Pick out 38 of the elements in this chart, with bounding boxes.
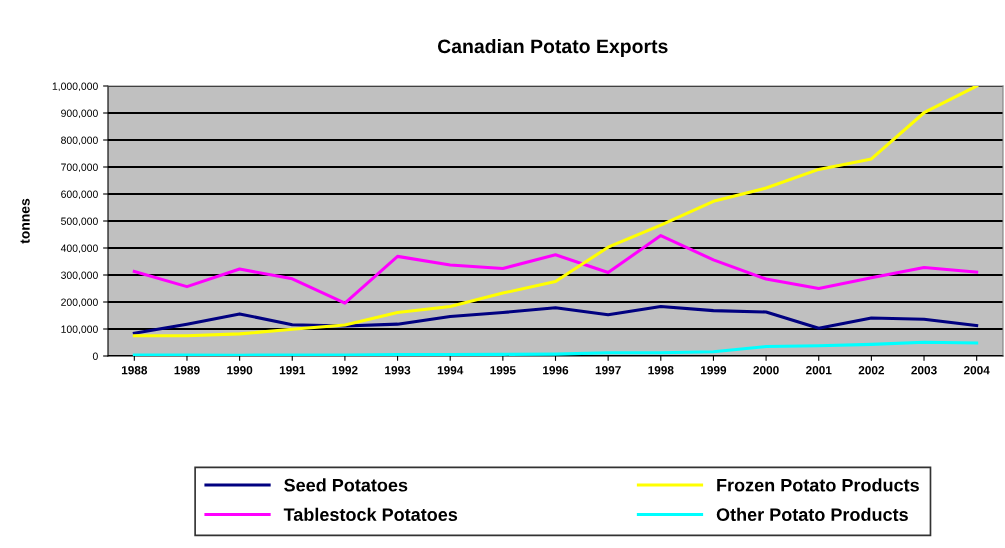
x-tick-label: 2004 — [963, 366, 990, 375]
y-tick-label: 800,000 — [61, 136, 98, 146]
x-tick-label: 1996 — [543, 366, 569, 375]
line-series — [132, 340, 979, 356]
legend-label: Other Potato Products — [716, 507, 908, 521]
line-series — [132, 234, 979, 305]
y-tick-label: 600,000 — [61, 190, 98, 200]
y-tick-label: 200,000 — [61, 298, 98, 308]
x-tick-label: 1989 — [174, 366, 200, 375]
x-tick-label: 2002 — [858, 366, 885, 375]
legend-label: Frozen Potato Products — [717, 478, 919, 492]
chart-title: Canadian Potato Exports — [437, 38, 668, 58]
x-tick-label: 1991 — [279, 366, 306, 375]
y-tick-label: 900,000 — [61, 109, 98, 119]
legend-label: Tablestock Potatoes — [283, 507, 458, 521]
x-tick-label: 1995 — [490, 366, 516, 375]
x-tick-label: 1992 — [332, 366, 358, 375]
y-axis-title: tonnes — [20, 198, 30, 244]
x-tick-label: 1994 — [437, 366, 464, 375]
y-tick-label: 0 — [92, 352, 98, 360]
legend-label: Seed Potatoes — [284, 478, 408, 492]
x-tick-label: 1999 — [701, 366, 727, 375]
y-tick-label: 400,000 — [60, 244, 98, 254]
x-tick-label: 2003 — [911, 366, 937, 375]
x-tick-label: 1998 — [648, 366, 674, 375]
line-series — [132, 305, 979, 335]
y-tick-label: 500,000 — [61, 217, 98, 227]
x-tick-label: 2000 — [753, 366, 779, 375]
y-tick-label: 300,000 — [61, 271, 98, 281]
x-tick-label: 1993 — [385, 366, 411, 375]
y-tick-label: 700,000 — [61, 163, 98, 173]
line-series — [132, 86, 979, 338]
y-tick-label: 1,000,000 — [52, 82, 98, 92]
x-tick-label: 2001 — [806, 366, 832, 375]
y-tick-label: 100,000 — [61, 325, 98, 335]
x-tick-label: 1990 — [227, 366, 253, 375]
x-tick-label: 1997 — [595, 366, 621, 375]
x-tick-label: 1988 — [121, 366, 148, 375]
